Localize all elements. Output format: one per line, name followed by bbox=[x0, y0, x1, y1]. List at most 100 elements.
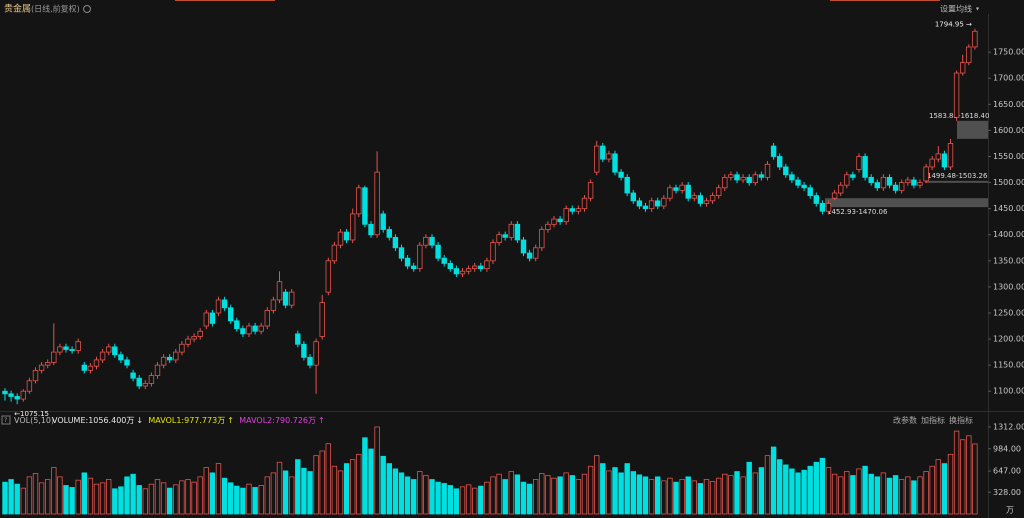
indicator-tool[interactable]: 换指标 bbox=[949, 415, 973, 425]
volume-bar bbox=[166, 487, 173, 515]
candle-body bbox=[703, 200, 710, 204]
volume-bar bbox=[520, 481, 527, 515]
candle-body bbox=[191, 336, 197, 340]
volume-bar bbox=[69, 487, 75, 515]
volume-bar bbox=[923, 471, 929, 515]
volume-bar bbox=[307, 471, 313, 515]
candle-body bbox=[484, 260, 490, 270]
ma-settings[interactable]: 设置均线 bbox=[940, 4, 972, 14]
volume-bar bbox=[953, 430, 960, 515]
candle-body bbox=[234, 320, 240, 330]
candle-body bbox=[307, 356, 313, 366]
candle-body bbox=[386, 229, 392, 238]
settings-icon[interactable] bbox=[83, 5, 91, 13]
candle-body bbox=[57, 346, 63, 353]
volume-bar bbox=[899, 479, 905, 515]
volume-bar bbox=[423, 475, 429, 515]
indicator-tool[interactable]: 加指标 bbox=[921, 415, 945, 425]
gap-label: 1499.48-1503.26 bbox=[927, 172, 988, 180]
candle-body bbox=[429, 236, 435, 246]
y-tick-label: 1650.00 bbox=[993, 100, 1024, 109]
volume-bar bbox=[581, 473, 588, 515]
volume-bar bbox=[154, 479, 161, 515]
title: 贵金属 bbox=[4, 3, 31, 15]
candle-body bbox=[648, 200, 655, 210]
volume-bar bbox=[838, 476, 844, 515]
help-icon[interactable] bbox=[1, 415, 11, 425]
volume-bar bbox=[624, 463, 630, 515]
volume-bar bbox=[45, 479, 51, 515]
gap-zone bbox=[957, 120, 988, 139]
candle-body bbox=[886, 176, 893, 186]
candle-body bbox=[685, 184, 691, 199]
candle-body bbox=[69, 349, 75, 351]
candle-body bbox=[947, 143, 954, 168]
volume-bar bbox=[734, 471, 740, 515]
candle-body bbox=[26, 380, 33, 392]
candle-body bbox=[81, 364, 87, 371]
candle-body bbox=[215, 299, 222, 314]
candle-body bbox=[295, 333, 301, 345]
candle-body bbox=[819, 203, 826, 212]
candle-body bbox=[288, 291, 295, 306]
candle-body bbox=[38, 364, 45, 371]
y-tick-label: 1300.00 bbox=[993, 282, 1024, 291]
volume-bar bbox=[99, 482, 106, 515]
volume-bar bbox=[148, 483, 155, 515]
volume-bar bbox=[368, 448, 374, 515]
candle-body bbox=[99, 351, 106, 361]
dropdown-icon[interactable]: ▾ bbox=[976, 6, 979, 13]
volume-bar bbox=[288, 476, 295, 515]
volume-bar bbox=[392, 468, 399, 515]
volume-bar bbox=[716, 477, 722, 515]
candle-body bbox=[264, 309, 270, 327]
candle-body bbox=[825, 203, 832, 212]
volume-bar bbox=[587, 465, 594, 515]
volume-bar bbox=[57, 476, 63, 515]
volume-bar bbox=[862, 465, 868, 515]
volume-bar bbox=[374, 426, 380, 515]
volume-bar bbox=[349, 459, 356, 515]
candle-body bbox=[112, 346, 118, 356]
volume-bar bbox=[8, 479, 14, 515]
candle-body bbox=[2, 390, 8, 395]
volume-bar bbox=[124, 476, 130, 515]
candle-body bbox=[905, 179, 911, 183]
volume-bar bbox=[478, 485, 484, 515]
volume-bar bbox=[459, 486, 466, 515]
candle-body bbox=[569, 208, 575, 212]
volume-bar bbox=[301, 467, 307, 515]
volume-bar bbox=[685, 476, 691, 515]
volume-bar bbox=[93, 483, 100, 515]
candle-body bbox=[911, 179, 917, 186]
volume-bar bbox=[831, 473, 838, 515]
volume-bar bbox=[496, 473, 502, 515]
candle-body bbox=[587, 182, 594, 199]
volume-bar bbox=[533, 479, 539, 515]
volume-bar bbox=[362, 437, 368, 515]
candle-body bbox=[514, 223, 521, 241]
candle-body bbox=[777, 156, 783, 168]
volume-tick-label: 984.00 bbox=[993, 444, 1021, 453]
volume-bar bbox=[569, 475, 575, 515]
candle-body bbox=[343, 231, 350, 241]
indicator-tool[interactable]: 改参数 bbox=[893, 415, 917, 425]
volume-bar bbox=[917, 476, 923, 515]
candle-body bbox=[14, 396, 20, 400]
candle-body bbox=[960, 62, 966, 74]
volume-bar bbox=[935, 459, 941, 515]
candle-body bbox=[453, 268, 460, 275]
volume-bar bbox=[819, 457, 826, 515]
candle-body bbox=[838, 184, 844, 194]
candle-body bbox=[130, 372, 136, 379]
volume-bar bbox=[51, 467, 57, 515]
volume-bar bbox=[691, 480, 697, 515]
volume-bar bbox=[740, 476, 746, 515]
candle-body bbox=[325, 260, 331, 293]
candle-body bbox=[856, 156, 862, 170]
volume-bar bbox=[612, 467, 618, 515]
candle-body bbox=[319, 302, 325, 337]
volume-bar bbox=[874, 476, 880, 515]
candle-body bbox=[966, 46, 972, 63]
volume-bar bbox=[972, 443, 978, 515]
